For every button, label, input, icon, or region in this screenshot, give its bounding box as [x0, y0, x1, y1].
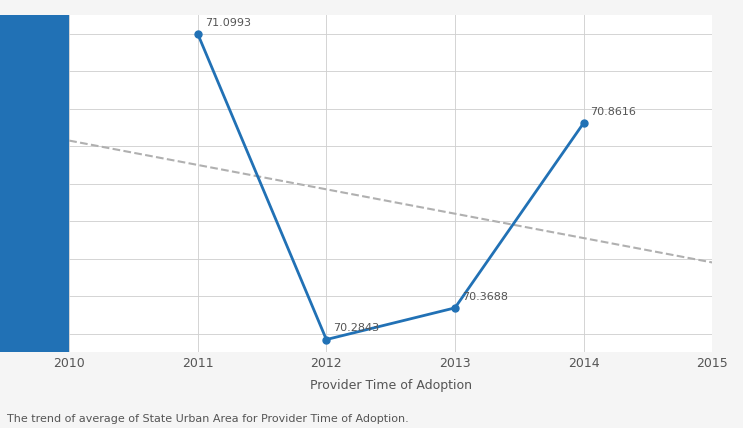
Text: 70.8616: 70.8616	[591, 107, 636, 117]
Text: 71.0993: 71.0993	[205, 18, 250, 28]
Y-axis label: Avg. State Urban Area: Avg. State Urban Area	[15, 114, 28, 253]
X-axis label: Provider Time of Adoption: Provider Time of Adoption	[310, 379, 472, 392]
Text: 70.2843: 70.2843	[334, 323, 380, 333]
Text: 70.3688: 70.3688	[462, 291, 508, 302]
Text: The trend of average of State Urban Area for Provider Time of Adoption.: The trend of average of State Urban Area…	[7, 414, 409, 424]
